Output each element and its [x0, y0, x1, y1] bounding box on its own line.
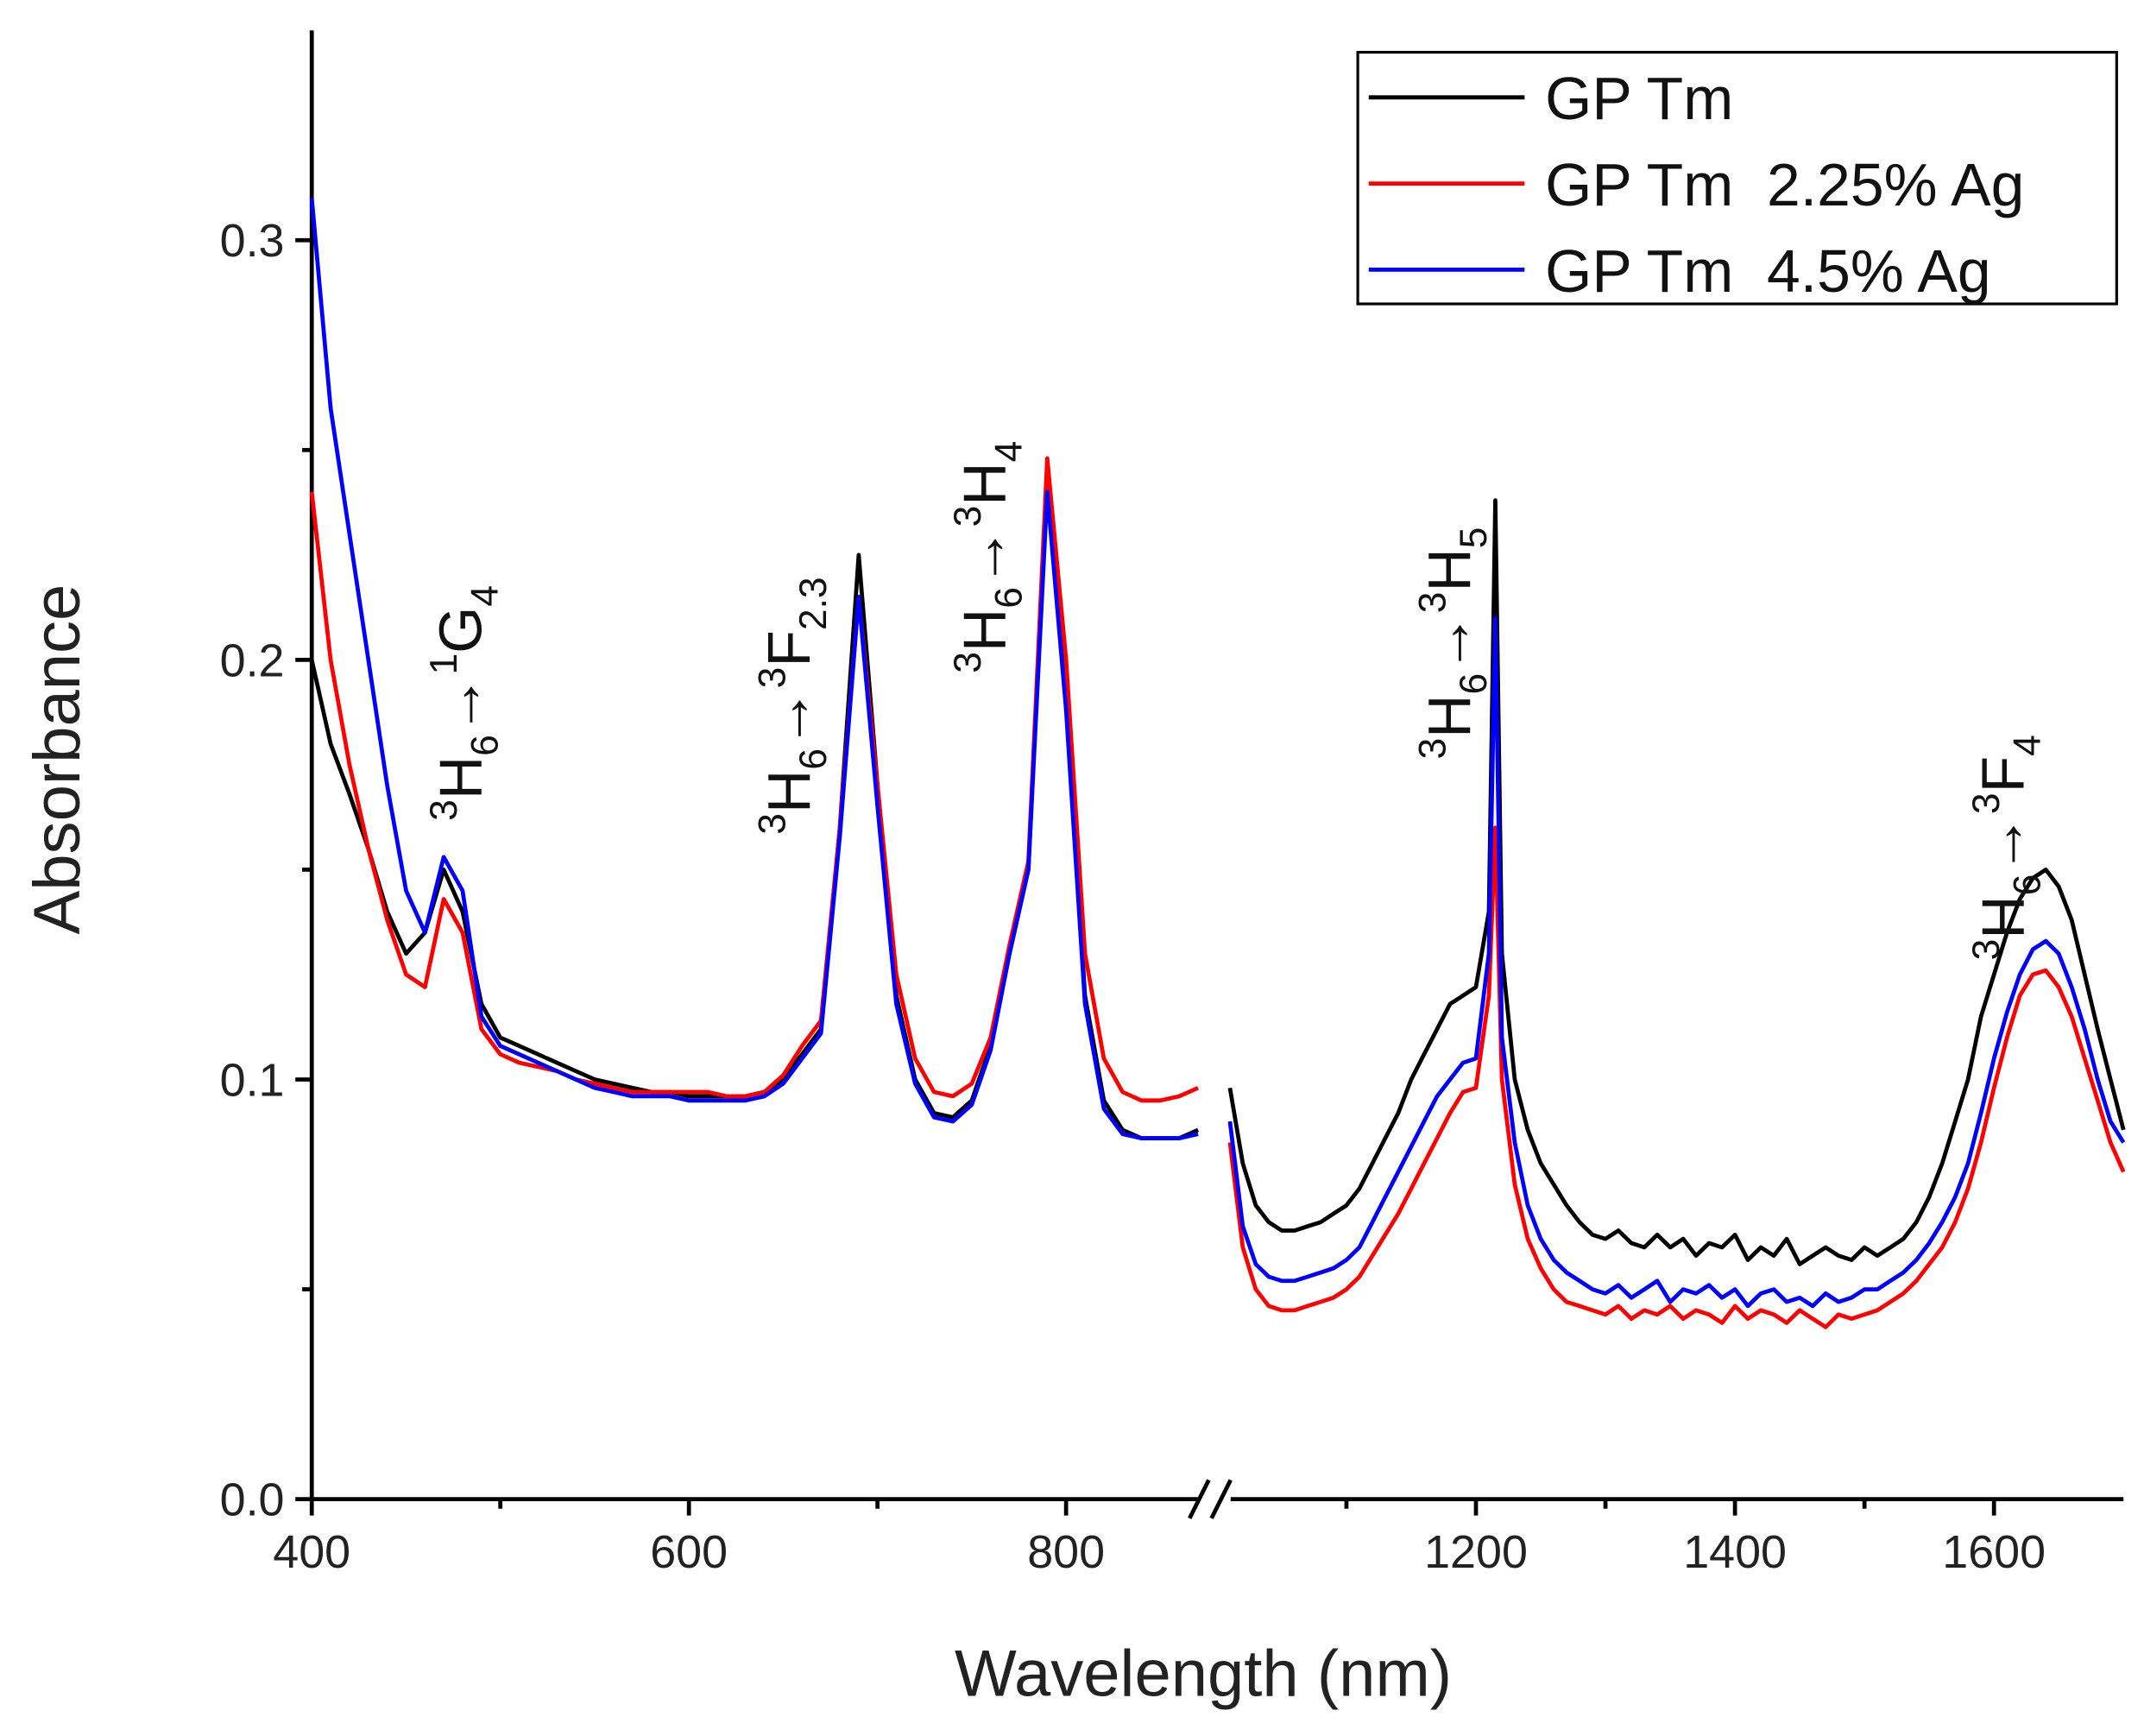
peak-annotation: 3H6→3F4 — [1965, 735, 2049, 960]
y-axis-title: Absorbance — [21, 584, 94, 935]
annotation-part: 4 — [2007, 735, 2049, 756]
axis-break — [1209, 1479, 1233, 1519]
peak-annotation: 3H6→3H5 — [1411, 527, 1495, 760]
annotation-part: 2.3 — [792, 577, 835, 630]
annotation-part: 3 — [947, 506, 989, 527]
annotation-part: 3 — [1965, 939, 2008, 961]
annotation-part: H — [1416, 548, 1483, 591]
annotation-part: 5 — [1453, 527, 1495, 549]
annotation-part: 4 — [464, 585, 507, 607]
annotation-part: H — [427, 756, 495, 799]
legend-label: GP Tm 2.25% Ag — [1545, 151, 2024, 218]
y-tick-label: 0.1 — [220, 1054, 285, 1106]
annotation-part: → — [1970, 814, 2037, 874]
annotation-part: → — [950, 527, 1018, 587]
annotation-part: 3 — [751, 813, 793, 835]
annotation-part: H — [1970, 895, 2037, 938]
annotation-part: 3 — [751, 667, 793, 689]
x-tick-label: 800 — [1027, 1526, 1105, 1578]
data-line — [309, 198, 2126, 1309]
x-tick-label: 600 — [650, 1526, 728, 1578]
annotation-part: 3 — [947, 652, 989, 673]
y-tick-label: 0.3 — [220, 215, 285, 267]
legend-label: GP Tm 4.5% Ag — [1545, 237, 1990, 305]
peak-annotation: 3H6→3F2.3 — [751, 577, 835, 834]
legend-box — [1356, 50, 2118, 306]
annotation-part: 3 — [423, 799, 465, 821]
annotation-part: → — [755, 688, 823, 748]
annotation-part: H — [755, 770, 823, 813]
y-tick-label: 0.0 — [220, 1474, 285, 1526]
annotation-part: G — [427, 607, 495, 653]
annotation-part: H — [1416, 695, 1483, 738]
legend-label: GP Tm — [1545, 65, 1733, 132]
annotation-part: 3 — [1965, 792, 2008, 814]
annotation-part: F — [1970, 756, 2037, 793]
x-tick-label: 1200 — [1424, 1526, 1528, 1578]
annotation-part: 6 — [464, 735, 507, 756]
annotation-part: 1 — [423, 653, 465, 675]
annotation-part: 6 — [792, 748, 835, 770]
x-tick-label: 400 — [273, 1526, 350, 1578]
peak-annotation: 3H6→3H4 — [947, 441, 1031, 673]
annotation-part: 3 — [1411, 592, 1454, 614]
y-tick-label: 0.2 — [220, 634, 285, 686]
x-axis-title: Wavelength (nm) — [955, 1638, 1452, 1711]
annotation-part: 4 — [987, 441, 1030, 463]
peak-annotation: 3H6→1G4 — [423, 585, 507, 821]
data-line — [309, 456, 2126, 1329]
annotation-part: 3 — [1411, 738, 1454, 760]
annotation-part: → — [427, 674, 495, 735]
x-tick-label: 1400 — [1683, 1526, 1787, 1578]
annotation-part: H — [950, 462, 1018, 505]
annotation-part: → — [1416, 613, 1483, 673]
annotation-part: 6 — [2007, 874, 2049, 896]
x-tick-label: 1600 — [1942, 1526, 2046, 1578]
annotation-part: F — [755, 630, 823, 667]
axis-break — [1188, 1479, 1211, 1519]
annotation-part: H — [950, 609, 1018, 652]
annotation-part: 6 — [1453, 673, 1495, 695]
annotation-part: 6 — [987, 587, 1030, 609]
